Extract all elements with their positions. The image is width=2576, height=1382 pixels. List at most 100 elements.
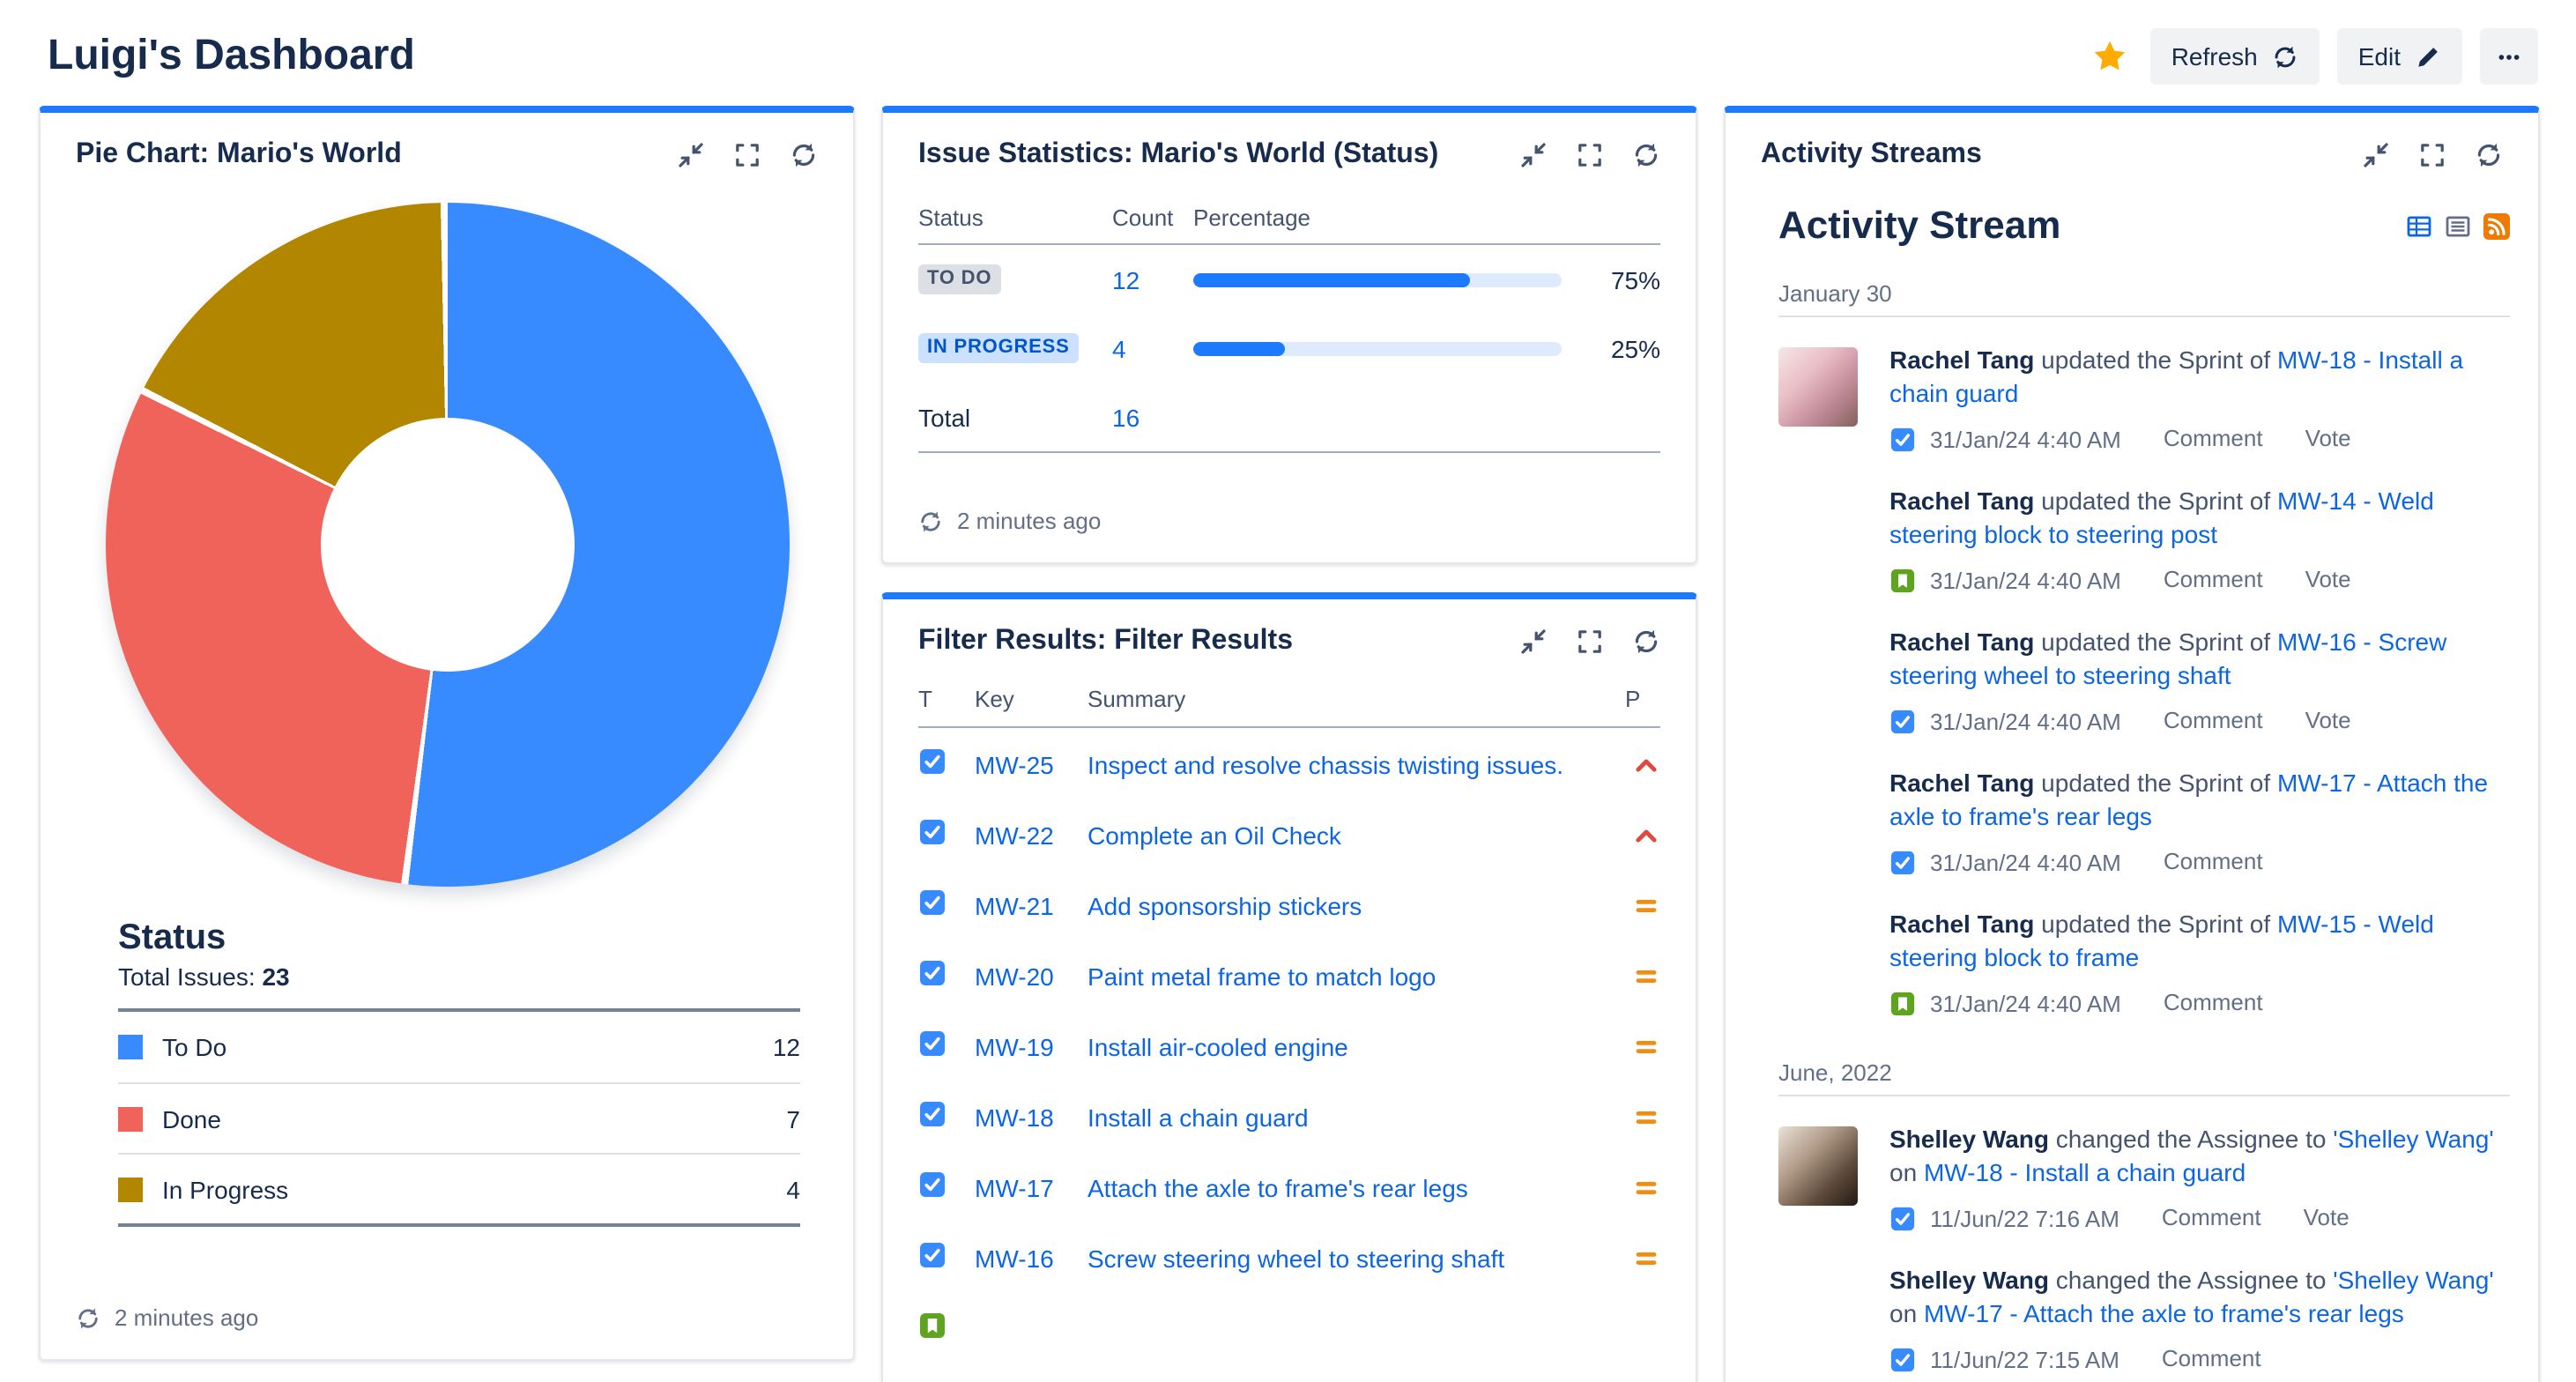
- comment-link[interactable]: Comment: [2163, 848, 2263, 874]
- activity-actions: Comment: [2121, 987, 2263, 1019]
- activity-text: Rachel Tang updated the Sprint of MW-14 …: [1889, 485, 2510, 552]
- gadget-minimize-button[interactable]: [1519, 141, 1548, 169]
- gadget-minimize-button[interactable]: [1519, 628, 1548, 656]
- issue-key-link[interactable]: MW-22: [975, 821, 1054, 850]
- issue-summary-link[interactable]: Inspect and resolve chassis twisting iss…: [1088, 751, 1564, 779]
- issue-key-link[interactable]: MW-17: [975, 1174, 1054, 1202]
- filter-result-row: MW-17 Attach the axle to frame's rear le…: [918, 1151, 1660, 1222]
- rss-feed-button[interactable]: [2483, 212, 2510, 239]
- user-link[interactable]: Rachel Tang: [1889, 910, 2035, 938]
- issue-type-icon: [918, 818, 947, 846]
- gadget-minimize-button[interactable]: [2362, 141, 2390, 169]
- refresh-icon: [918, 509, 943, 533]
- edit-button[interactable]: Edit: [2336, 28, 2462, 85]
- vote-link[interactable]: Vote: [2305, 566, 2351, 592]
- comment-link[interactable]: Comment: [2163, 989, 2263, 1015]
- issue-key-link[interactable]: MW-20: [975, 962, 1054, 991]
- gadget-maximize-button[interactable]: [1576, 628, 1604, 656]
- priority-icon: [1632, 1174, 1660, 1202]
- issue-summary-link[interactable]: Complete an Oil Check: [1088, 821, 1341, 850]
- vote-link[interactable]: Vote: [2305, 425, 2351, 451]
- refresh-icon: [1632, 628, 1660, 656]
- refresh-icon: [2272, 43, 2298, 70]
- column-key: Key: [975, 686, 1014, 712]
- issue-key-link[interactable]: MW-18: [975, 1103, 1054, 1132]
- status-lozenge: IN PROGRESS: [918, 333, 1079, 363]
- pie-chart[interactable]: [105, 203, 789, 887]
- collapse-icon: [1519, 628, 1548, 656]
- gadget-minimize-button[interactable]: [677, 141, 705, 169]
- comment-link[interactable]: Comment: [2163, 425, 2263, 451]
- table-view-button[interactable]: [2406, 212, 2432, 239]
- legend-label[interactable]: To Do: [162, 1033, 227, 1061]
- comment-link[interactable]: Comment: [2163, 707, 2263, 733]
- comment-link[interactable]: Comment: [2161, 1345, 2261, 1371]
- progress-bar-fill: [1193, 341, 1286, 355]
- assignee-link[interactable]: 'Shelley Wang': [2333, 1125, 2494, 1153]
- activity-item: Rachel Tang updated the Sprint of MW-18 …: [1778, 344, 2510, 455]
- list-view-button[interactable]: [2445, 212, 2471, 239]
- issue-link[interactable]: MW-15 - Weld steering block to frame: [1889, 910, 2434, 971]
- status-count-link[interactable]: 4: [1112, 334, 1126, 362]
- user-link[interactable]: Rachel Tang: [1889, 346, 2035, 374]
- avatar[interactable]: [1778, 347, 1858, 427]
- comment-link[interactable]: Comment: [2163, 566, 2263, 592]
- gadget-refresh-button[interactable]: [2475, 141, 2503, 169]
- issue-key-link[interactable]: MW-21: [975, 892, 1054, 920]
- gadget-maximize-button[interactable]: [1576, 141, 1604, 169]
- refresh-button[interactable]: Refresh: [2149, 28, 2320, 85]
- total-count-link[interactable]: 16: [1112, 403, 1140, 431]
- gadget-maximize-button[interactable]: [2418, 141, 2446, 169]
- vote-link[interactable]: Vote: [2305, 707, 2351, 733]
- issue-link[interactable]: MW-18 - Install a chain guard: [1923, 1158, 2246, 1186]
- issue-summary-link[interactable]: Install a chain guard: [1088, 1103, 1309, 1132]
- legend-label[interactable]: In Progress: [162, 1175, 289, 1203]
- activity-text: Rachel Tang updated the Sprint of MW-17 …: [1889, 767, 2510, 834]
- gadget-refresh-button[interactable]: [1632, 141, 1660, 169]
- gadget-refresh-button[interactable]: [790, 141, 818, 169]
- gadget-tools: [1519, 628, 1660, 656]
- column-left: Pie Chart: Mario's World Status Total Is…: [39, 106, 855, 1361]
- issue-key-link[interactable]: MW-16: [975, 1245, 1054, 1273]
- issue-link[interactable]: MW-14 - Weld steering block to steering …: [1889, 487, 2434, 548]
- legend-swatch: [118, 1106, 143, 1131]
- issue-key-link[interactable]: MW-19: [975, 1033, 1054, 1061]
- issue-summary-link[interactable]: Attach the axle to frame's rear legs: [1088, 1174, 1468, 1202]
- collapse-icon: [1519, 141, 1548, 169]
- activity-action: updated the Sprint of: [2034, 910, 2277, 938]
- legend-label[interactable]: Done: [162, 1104, 221, 1133]
- issue-summary-link[interactable]: Install air-cooled engine: [1088, 1033, 1348, 1061]
- comment-link[interactable]: Comment: [2161, 1204, 2261, 1230]
- user-link[interactable]: Shelley Wang: [1889, 1266, 2050, 1294]
- favorite-star-button[interactable]: [2087, 33, 2133, 79]
- user-link[interactable]: Rachel Tang: [1889, 769, 2035, 797]
- issue-link[interactable]: MW-18 - Install a chain guard: [1889, 346, 2464, 407]
- issue-link[interactable]: MW-16 - Screw steering wheel to steering…: [1889, 628, 2447, 689]
- gadget-refresh-button[interactable]: [1632, 628, 1660, 656]
- gadget-maximize-button[interactable]: [733, 141, 761, 169]
- assignee-link[interactable]: 'Shelley Wang': [2333, 1266, 2494, 1294]
- issue-key-link[interactable]: MW-25: [975, 751, 1054, 779]
- issue-type-icon: [1889, 567, 1916, 593]
- more-button[interactable]: [2480, 28, 2538, 85]
- legend-value: 12: [772, 1033, 800, 1061]
- activity-item: Rachel Tang updated the Sprint of MW-15 …: [1778, 908, 2510, 1019]
- activity-on: on: [1889, 1158, 1924, 1186]
- progress-bar-fill: [1193, 272, 1470, 286]
- last-refreshed: 2 minutes ago: [883, 483, 1696, 562]
- issue-summary-link[interactable]: Add sponsorship stickers: [1088, 892, 1362, 920]
- pie-legend: To Do 12 Done 7 In Progress 4: [118, 1008, 800, 1227]
- status-count-link[interactable]: 12: [1112, 265, 1140, 293]
- vote-link[interactable]: Vote: [2303, 1204, 2350, 1230]
- filter-result-row: MW-22 Complete an Oil Check: [918, 799, 1660, 869]
- issue-link[interactable]: MW-17 - Attach the axle to frame's rear …: [1889, 769, 2489, 830]
- issue-link[interactable]: MW-17 - Attach the axle to frame's rear …: [1923, 1299, 2404, 1327]
- issue-summary-link[interactable]: Paint metal frame to match logo: [1088, 962, 1436, 991]
- user-link[interactable]: Shelley Wang: [1889, 1125, 2050, 1153]
- user-link[interactable]: Rachel Tang: [1889, 628, 2035, 656]
- user-link[interactable]: Rachel Tang: [1889, 487, 2035, 515]
- avatar[interactable]: [1778, 1126, 1858, 1206]
- timestamp: 11/Jun/22 7:15 AM: [1930, 1346, 2119, 1372]
- filter-result-row: [918, 1292, 1660, 1359]
- issue-summary-link[interactable]: Screw steering wheel to steering shaft: [1088, 1245, 1505, 1273]
